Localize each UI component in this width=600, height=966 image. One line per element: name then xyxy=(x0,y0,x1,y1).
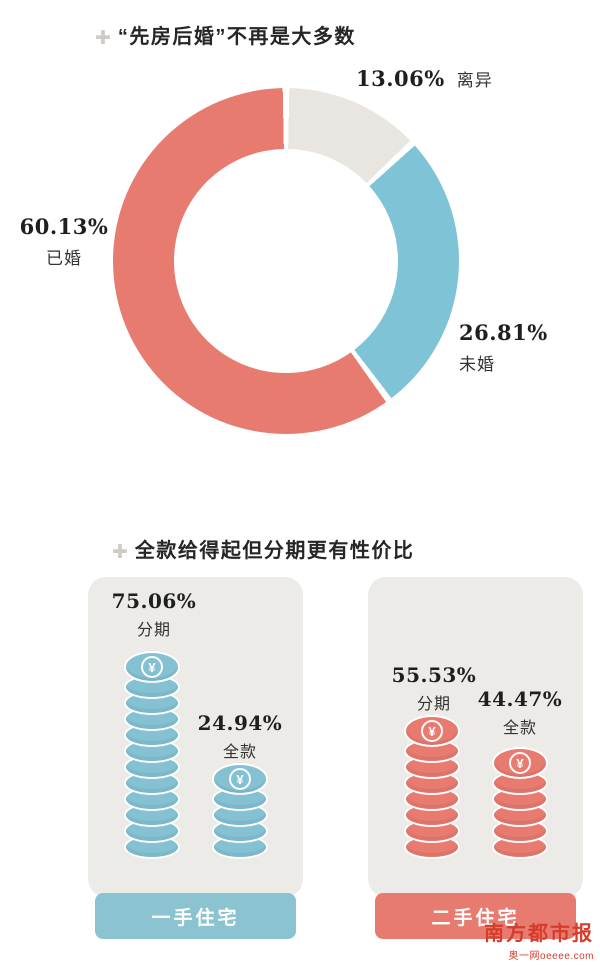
donut-label-unmarried: 26.81% 未婚 xyxy=(459,320,548,375)
panel-second-hand: 55.53% 分期 44.47% 全款 ¥ ¥ 二手住宅 xyxy=(368,577,583,939)
panel-first-hand: 75.06% 分期 24.94% 全款 ¥ ¥ 一手住宅 xyxy=(88,577,303,939)
installment-label: 分期 xyxy=(416,696,451,713)
donut-ring xyxy=(113,88,459,434)
divorced-label: 离异 xyxy=(456,71,493,90)
yen-icon: ¥ xyxy=(509,752,531,774)
married-percent: 60.13% xyxy=(19,214,109,239)
plus-icon: ✚ xyxy=(95,28,111,49)
full-payment-percent: 24.94% xyxy=(197,711,283,735)
coin-top: ¥ xyxy=(212,763,268,795)
section1-title-text: “先房后婚”不再是大多数 xyxy=(117,26,356,48)
newspaper-logo: 南方都市报 奥一网oeeee.com xyxy=(484,917,594,962)
divorced-percent: 13.06% xyxy=(356,66,445,91)
section2-title-text: 全款给得起但分期更有性价比 xyxy=(134,540,415,562)
coin-stack-installment-2: ¥ xyxy=(404,715,460,859)
stack-label-full-1: 24.94% 全款 xyxy=(180,711,300,762)
coin-top: ¥ xyxy=(404,715,460,747)
stack-label-full-2: 44.47% 全款 xyxy=(460,687,580,738)
stack-label-installment-1: 75.06% 分期 xyxy=(94,589,214,640)
coin-stack-full-2: ¥ xyxy=(492,747,548,859)
donut-hole xyxy=(174,149,398,373)
section2-title: ✚ 全款给得起但分期更有性价比 xyxy=(112,534,414,563)
installment-label: 分期 xyxy=(136,622,171,639)
full-payment-percent: 44.47% xyxy=(477,687,563,711)
donut-label-married: 60.13% 已婚 xyxy=(10,214,118,269)
newspaper-logo-name: 南方都市报 xyxy=(484,923,594,945)
installment-percent: 55.53% xyxy=(391,663,477,687)
installment-percent: 75.06% xyxy=(111,589,197,613)
unmarried-percent: 26.81% xyxy=(459,320,548,345)
full-payment-label: 全款 xyxy=(502,720,537,737)
panel-footer-first-hand: 一手住宅 xyxy=(95,893,296,939)
plus-icon: ✚ xyxy=(112,542,128,563)
coin-stack-full-1: ¥ xyxy=(212,763,268,859)
panel-footer-second-hand: 二手住宅 xyxy=(375,893,576,939)
stack-label-installment-2: 55.53% 分期 xyxy=(374,663,494,714)
married-label: 已婚 xyxy=(46,249,82,268)
unmarried-label: 未婚 xyxy=(459,355,495,374)
section1-title: ✚ “先房后婚”不再是大多数 xyxy=(95,20,356,49)
yen-icon: ¥ xyxy=(421,720,443,742)
yen-icon: ¥ xyxy=(141,656,163,678)
coin-stack-installment-1: ¥ xyxy=(124,651,180,859)
donut-label-divorced: 13.06% 离异 xyxy=(356,66,493,91)
yen-icon: ¥ xyxy=(229,768,251,790)
coin-top: ¥ xyxy=(492,747,548,779)
full-payment-label: 全款 xyxy=(222,744,257,761)
coin-top: ¥ xyxy=(124,651,180,683)
newspaper-logo-sub: 奥一网oeeee.com xyxy=(508,951,594,962)
